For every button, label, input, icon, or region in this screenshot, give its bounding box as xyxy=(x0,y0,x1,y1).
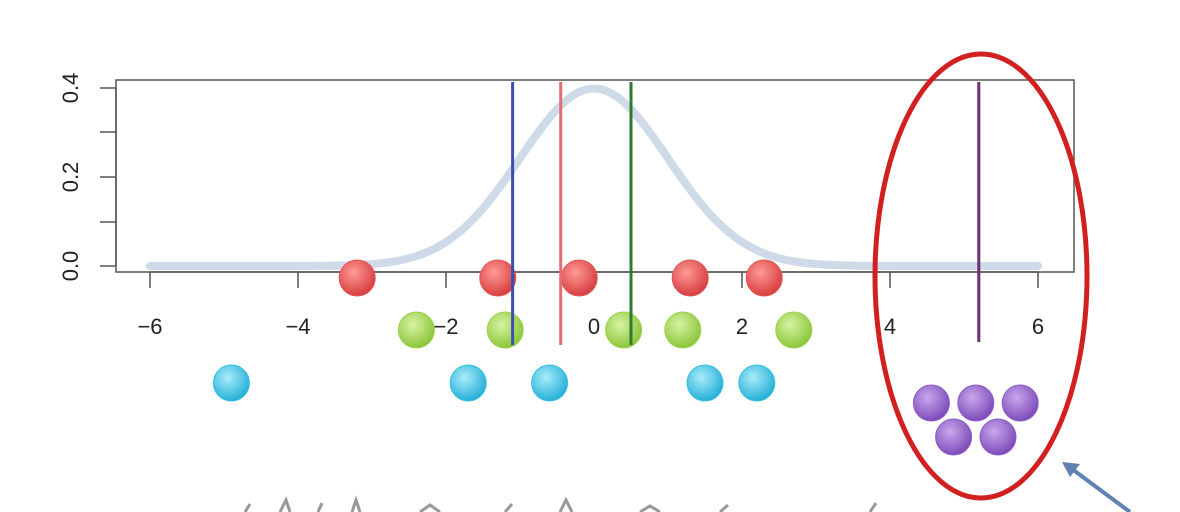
x-tick-label: 0 xyxy=(588,314,600,339)
highlight-point xyxy=(979,418,1017,456)
y-tick-label: 0.0 xyxy=(58,251,83,282)
annotation-arrow xyxy=(1062,462,1132,512)
handwriting-remnants xyxy=(243,495,878,512)
sample-point-red xyxy=(338,259,376,297)
plot-frame xyxy=(115,79,1075,273)
sample-point-green xyxy=(775,311,813,349)
highlight-point xyxy=(1001,384,1039,422)
sample-point-green xyxy=(486,311,524,349)
highlight-point xyxy=(957,384,995,422)
sample-point-green xyxy=(664,311,702,349)
x-tick-label: 6 xyxy=(1032,314,1044,339)
sample-point-cyan xyxy=(686,364,724,402)
y-axis: 0.0 0.2 0.4 xyxy=(58,73,117,282)
sample-point-red xyxy=(671,259,709,297)
sample-point-cyan xyxy=(738,364,776,402)
arrow-head xyxy=(1062,462,1080,477)
highlight-ellipse xyxy=(872,51,1090,501)
x-tick-label: 4 xyxy=(884,314,896,339)
arrow-shaft xyxy=(1066,464,1132,512)
sample-point-red xyxy=(560,259,598,297)
x-tick-label: −6 xyxy=(137,314,162,339)
handwriting-stroke xyxy=(243,495,878,512)
sample-point-cyan xyxy=(212,364,250,402)
x-tick-label: 2 xyxy=(736,314,748,339)
sample-point-green xyxy=(397,311,435,349)
y-tick-label: 0.2 xyxy=(58,162,83,193)
sample-point-red xyxy=(745,259,783,297)
sample-point-green xyxy=(605,311,643,349)
sample-point-cyan xyxy=(449,364,487,402)
x-tick-label: −4 xyxy=(285,314,310,339)
sample-point-cyan xyxy=(531,364,569,402)
highlight-point xyxy=(912,384,950,422)
y-tick-label: 0.4 xyxy=(58,73,83,104)
density-curve xyxy=(146,84,1042,270)
x-tick-label: −2 xyxy=(433,314,458,339)
sample-point-red xyxy=(479,259,517,297)
highlight-point xyxy=(935,418,973,456)
